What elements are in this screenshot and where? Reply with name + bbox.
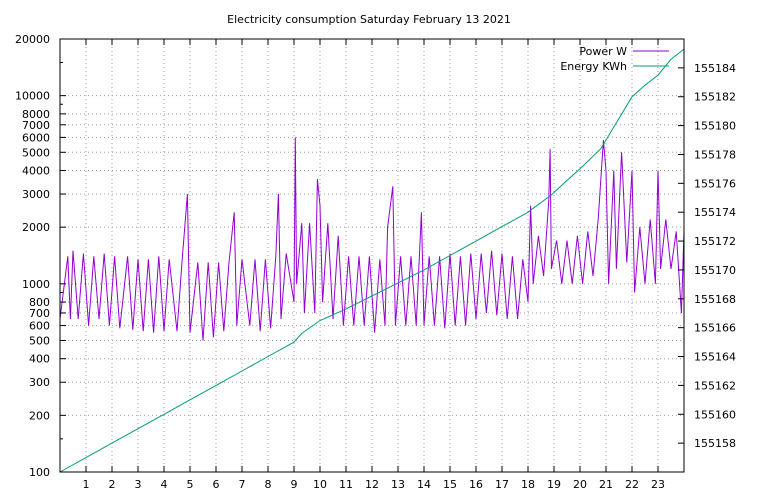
y-tick-label: 500: [29, 334, 50, 347]
x-tick-label: 19: [547, 478, 561, 491]
grid: [60, 39, 684, 472]
x-tick-label: 18: [521, 478, 535, 491]
y2-tick-label: 155178: [694, 148, 736, 161]
y2-tick-label: 155172: [694, 235, 736, 248]
x-tick-label: 11: [339, 478, 353, 491]
x-tick-label: 21: [599, 478, 613, 491]
x-tick-label: 2: [109, 478, 116, 491]
y-tick-label: 20000: [15, 33, 50, 46]
y-tick-label: 3000: [22, 188, 50, 201]
x-tick-label: 7: [239, 478, 246, 491]
y2-tick-label: 155182: [694, 91, 736, 104]
series-line-1: [59, 137, 685, 341]
y-tick-label: 5000: [22, 146, 50, 159]
y2-tick-label: 155168: [694, 293, 736, 306]
legend-label-1: Power W: [579, 45, 627, 58]
plot-area: [59, 48, 685, 473]
y2-tick-label: 155184: [694, 62, 736, 75]
chart-title: Electricity consumption Saturday Februar…: [227, 13, 511, 26]
series-line-2: [59, 48, 685, 473]
x-tick-label: 1: [83, 478, 90, 491]
x-tick-label: 13: [391, 478, 405, 491]
legend: Power W Energy KWh: [560, 45, 669, 73]
x-tick-label: 10: [313, 478, 327, 491]
y2-tick-label: 155170: [694, 264, 736, 277]
y-tick-label: 8000: [22, 108, 50, 121]
y-tick-label: 700: [29, 307, 50, 320]
y2-tick-label: 155166: [694, 322, 736, 335]
y-tick-label: 600: [29, 320, 50, 333]
y2-tick-label: 155174: [694, 206, 736, 219]
legend-label-2: Energy KWh: [560, 60, 627, 73]
y-tick-label: 10000: [15, 90, 50, 103]
axes: 1 2 3 4 5 6 7 8 9 10 11 12 13 14 15 16 17 18 19 20 21 22 23100…: [15, 33, 736, 491]
x-tick-label: 14: [417, 478, 431, 491]
y2-tick-label: 155176: [694, 177, 736, 190]
x-tick-label: 5: [187, 478, 194, 491]
x-tick-label: 23: [651, 478, 665, 491]
y-tick-label: 7000: [22, 119, 50, 132]
y-tick-label: 100: [29, 466, 50, 479]
y-tick-label: 800: [29, 296, 50, 309]
x-tick-label: 17: [495, 478, 509, 491]
x-tick-label: 9: [291, 478, 298, 491]
x-tick-label: 15: [443, 478, 457, 491]
x-tick-label: 22: [625, 478, 639, 491]
x-tick-label: 6: [213, 478, 220, 491]
y2-tick-label: 155164: [694, 351, 736, 364]
x-tick-label: 12: [365, 478, 379, 491]
y-tick-label: 300: [29, 376, 50, 389]
x-tick-label: 4: [161, 478, 168, 491]
y-tick-label: 2000: [22, 221, 50, 234]
y-tick-label: 200: [29, 409, 50, 422]
x-tick-label: 20: [573, 478, 587, 491]
x-tick-label: 3: [135, 478, 142, 491]
y-tick-label: 400: [29, 353, 50, 366]
y2-tick-label: 155162: [694, 379, 736, 392]
y-tick-label: 6000: [22, 131, 50, 144]
y2-tick-label: 155180: [694, 120, 736, 133]
y2-tick-label: 155160: [694, 408, 736, 421]
y2-tick-label: 155158: [694, 437, 736, 450]
y-tick-label: 1000: [22, 278, 50, 291]
x-tick-label: 16: [469, 478, 483, 491]
x-tick-label: 8: [265, 478, 272, 491]
y-tick-label: 4000: [22, 165, 50, 178]
